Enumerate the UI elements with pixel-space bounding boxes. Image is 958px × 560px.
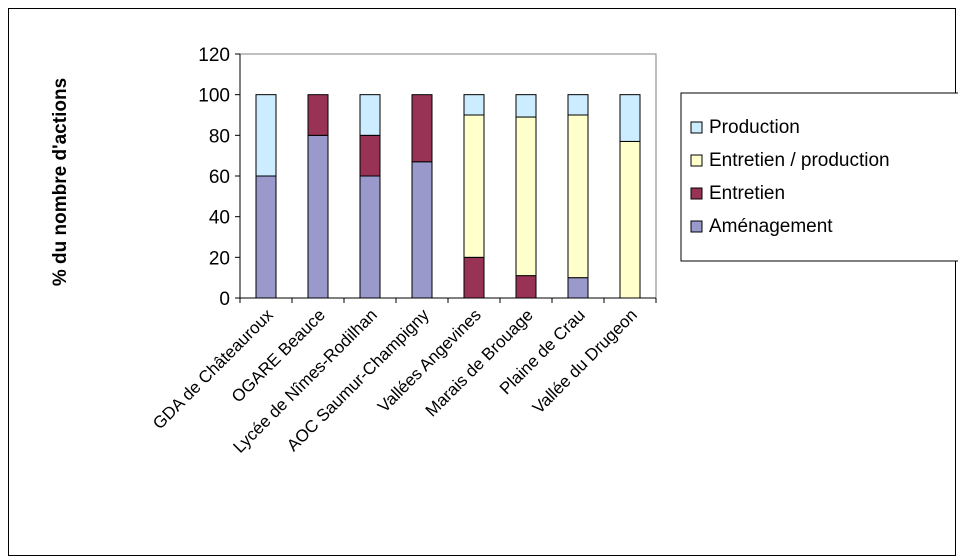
legend-label: Aménagement [709, 216, 833, 237]
legend: Production Entretien / production Entretie… [680, 92, 958, 262]
legend-swatch [690, 154, 703, 167]
legend-box [680, 92, 958, 262]
y-tick-label: 0 [219, 289, 230, 310]
bar-segment [463, 114, 485, 258]
plot-area-border [239, 53, 657, 299]
bar-segment [411, 161, 433, 299]
y-tick-label: 20 [209, 248, 230, 269]
legend-label: Entretien / production [709, 150, 890, 171]
bar-segment [463, 94, 485, 116]
bars [255, 94, 641, 299]
y-tick-label: 120 [198, 45, 230, 66]
y-tick-label: 80 [209, 126, 230, 147]
bar-segment [307, 94, 329, 136]
legend-label: Production [709, 117, 800, 138]
bar-segment [515, 116, 537, 277]
bar-segment [255, 175, 277, 299]
bar-segment [255, 94, 277, 177]
y-axis: 0 20 40 60 80 100 120 [198, 45, 241, 310]
y-tick-label: 60 [209, 167, 230, 188]
legend-label: Entretien [709, 183, 785, 204]
bar-segment [567, 94, 589, 116]
bar-segment [359, 94, 381, 136]
bar-segment [619, 140, 641, 299]
legend-swatch [690, 121, 703, 134]
bar-segment [359, 134, 381, 177]
y-tick-label: 40 [209, 208, 230, 229]
y-tick-label: 100 [198, 86, 230, 107]
legend-swatch [690, 187, 703, 200]
bar-segment [359, 175, 381, 299]
x-category-label: OGARE Beauce [228, 305, 329, 406]
bar-segment [515, 94, 537, 118]
bar-segment [515, 275, 537, 299]
legend-swatch [690, 220, 703, 233]
bar-segment [567, 277, 589, 299]
bar-segment [463, 256, 485, 299]
bar-segment [307, 134, 329, 299]
bar-segment [619, 94, 641, 142]
plot-area [239, 53, 657, 299]
bar-segment [567, 114, 589, 279]
y-axis-label: % du nombre d'actions [50, 78, 71, 286]
bar-segment [411, 94, 433, 163]
